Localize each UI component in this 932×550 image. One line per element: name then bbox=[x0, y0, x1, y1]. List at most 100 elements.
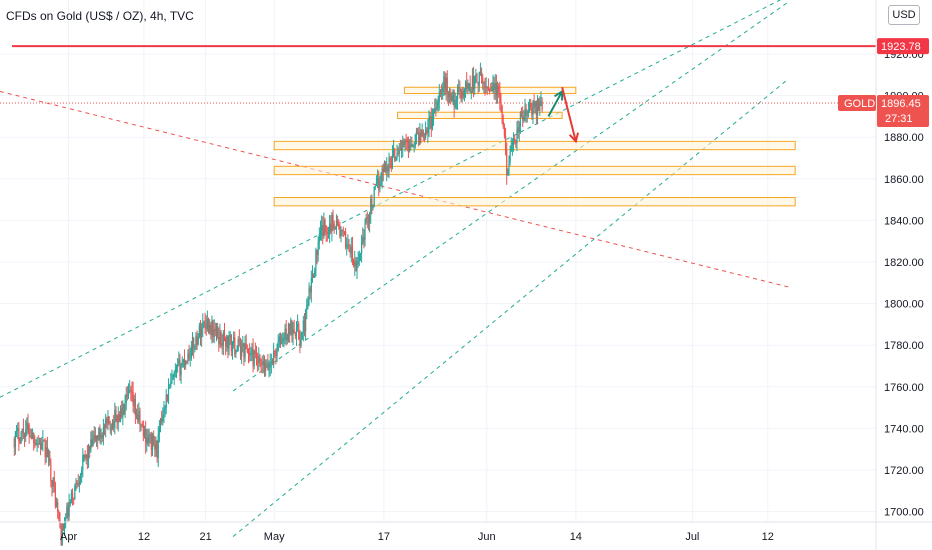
candle-body bbox=[407, 142, 410, 151]
candle-body bbox=[44, 440, 46, 458]
candle-body bbox=[164, 407, 166, 411]
candle-body bbox=[110, 429, 112, 431]
candle-body bbox=[86, 454, 89, 461]
candle-body bbox=[408, 146, 411, 151]
candle-body bbox=[58, 511, 60, 520]
candle-body bbox=[259, 356, 261, 360]
candle-body bbox=[519, 112, 522, 127]
candle-body bbox=[516, 128, 518, 144]
candle-body bbox=[157, 434, 159, 459]
candle-body bbox=[392, 148, 395, 156]
candle-body bbox=[273, 351, 275, 365]
candle-body bbox=[227, 335, 229, 349]
candle-body bbox=[515, 142, 517, 144]
candle-body bbox=[329, 223, 331, 234]
candle-body bbox=[525, 108, 527, 116]
candle-body bbox=[528, 103, 531, 111]
candle-body bbox=[210, 324, 212, 335]
candle-body bbox=[384, 162, 387, 172]
candle-body bbox=[291, 320, 293, 336]
candle-body bbox=[469, 83, 471, 93]
candle-body bbox=[302, 320, 304, 333]
candle-body bbox=[470, 91, 472, 93]
candle-body bbox=[387, 166, 389, 172]
candle-body bbox=[450, 94, 452, 101]
candle-body bbox=[474, 75, 476, 90]
candle-body bbox=[442, 87, 444, 92]
candle-body bbox=[147, 437, 149, 443]
candle-body bbox=[462, 90, 464, 97]
candle-body bbox=[485, 86, 487, 88]
candle-body bbox=[399, 149, 402, 151]
candle-body bbox=[233, 336, 235, 346]
candle-body bbox=[388, 158, 390, 172]
candle-body bbox=[508, 161, 510, 173]
currency-button[interactable]: USD bbox=[888, 5, 920, 25]
candle-body bbox=[310, 277, 312, 293]
candle-body bbox=[103, 427, 106, 429]
candle-body bbox=[92, 438, 94, 447]
candle-body bbox=[276, 351, 278, 356]
candle-body bbox=[163, 410, 165, 415]
candle-body bbox=[370, 198, 372, 216]
time-tick-label: 21 bbox=[200, 531, 212, 543]
candle-body bbox=[294, 333, 296, 336]
candle-body bbox=[504, 135, 507, 150]
candle-body bbox=[51, 481, 53, 487]
candle-body bbox=[132, 392, 134, 407]
candle-body bbox=[117, 414, 119, 423]
candle-body bbox=[502, 121, 504, 127]
candle-body bbox=[455, 99, 458, 101]
candle-body bbox=[42, 440, 44, 443]
candle-body bbox=[207, 318, 210, 332]
time-tick-label: 14 bbox=[570, 531, 582, 543]
candle-body bbox=[262, 361, 264, 365]
candle-body bbox=[98, 428, 100, 440]
zone-box bbox=[273, 197, 796, 207]
candle-body bbox=[78, 481, 81, 485]
candle-body bbox=[29, 436, 31, 438]
candle-body bbox=[177, 364, 179, 367]
candle-body bbox=[347, 244, 349, 246]
candle-body bbox=[234, 336, 236, 355]
projection-arrows bbox=[547, 87, 580, 144]
candle-body bbox=[100, 434, 102, 438]
candle-body bbox=[287, 323, 290, 335]
price-tags: 1923.78 GOLD 1896.45 27:31 bbox=[838, 38, 929, 127]
candle-body bbox=[286, 334, 288, 341]
candle-body bbox=[14, 431, 17, 448]
candle-body bbox=[141, 424, 143, 426]
candle-body bbox=[27, 422, 29, 426]
candle-body bbox=[61, 524, 63, 546]
candle-body bbox=[261, 362, 263, 365]
candle-body bbox=[226, 335, 228, 348]
channel-upper-line bbox=[0, 0, 782, 398]
candle-body bbox=[494, 83, 496, 91]
candle-body bbox=[531, 107, 533, 115]
candle-body bbox=[400, 147, 403, 151]
candle-body bbox=[459, 87, 461, 92]
candle-body bbox=[363, 237, 365, 240]
candle-body bbox=[249, 353, 251, 356]
candle-body bbox=[22, 428, 25, 434]
candle-body bbox=[435, 108, 437, 110]
candle-body bbox=[503, 126, 506, 136]
candle-body bbox=[394, 148, 396, 161]
price-tick-label: 1860.00 bbox=[884, 174, 924, 186]
candle-body bbox=[461, 90, 463, 99]
candle-body bbox=[236, 350, 238, 352]
candle-body bbox=[102, 427, 104, 439]
candle-body bbox=[306, 305, 308, 310]
candle-body bbox=[242, 343, 244, 347]
candle-body bbox=[331, 214, 333, 232]
candle-body bbox=[314, 270, 316, 278]
candle-body bbox=[358, 254, 360, 262]
candle-body bbox=[397, 152, 399, 154]
candle-body bbox=[36, 443, 38, 445]
candle-body bbox=[220, 331, 222, 343]
candle-body bbox=[422, 130, 424, 138]
candle-body bbox=[82, 455, 84, 470]
candle-body bbox=[297, 323, 299, 328]
candle-body bbox=[518, 126, 520, 133]
